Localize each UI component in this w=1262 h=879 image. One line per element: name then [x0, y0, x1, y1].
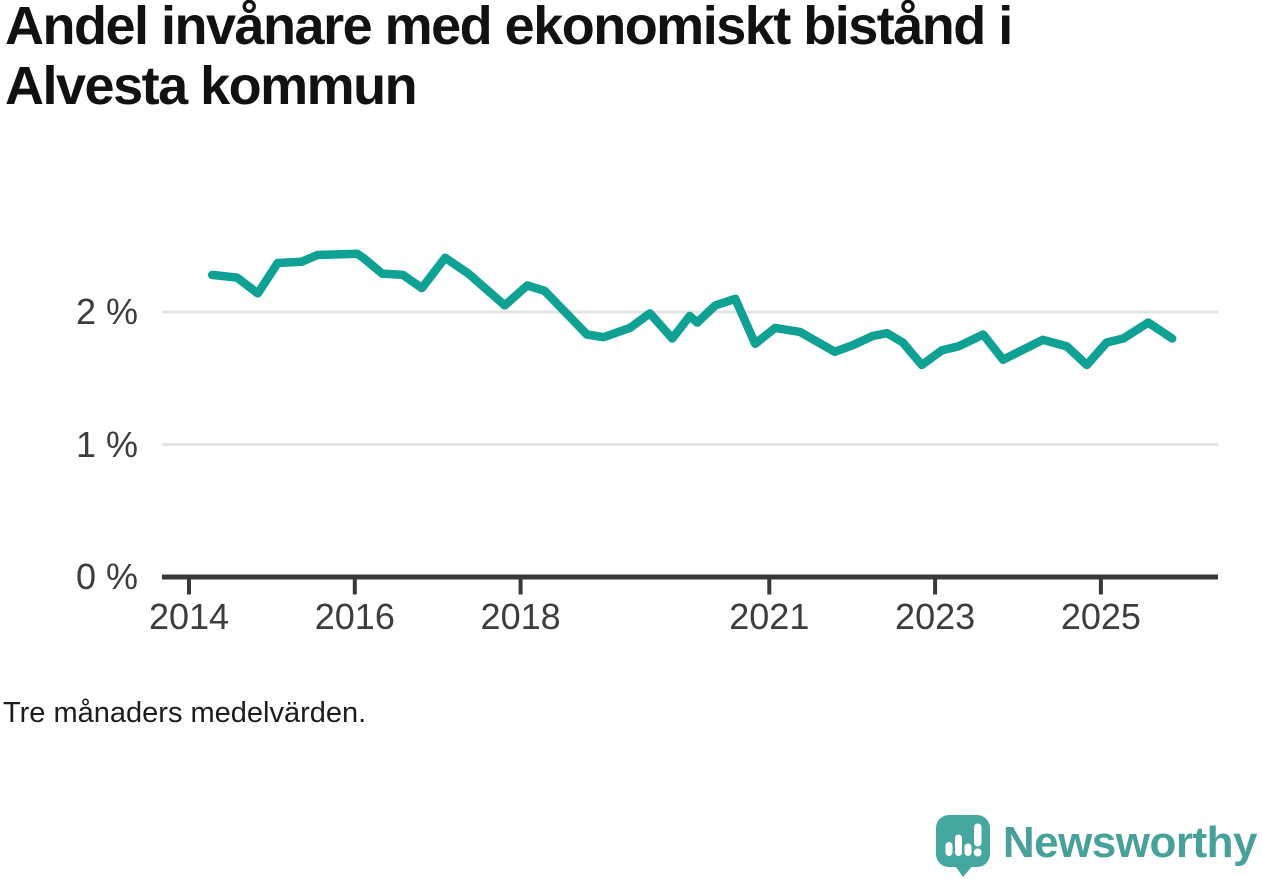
x-tick-label: 2014	[148, 596, 230, 637]
logo-exclamation-dot-icon	[973, 848, 982, 857]
y-tick-label: 2 %	[75, 291, 138, 332]
chart-title: Andel invånare med ekonomiskt bistånd i …	[5, 0, 1013, 116]
y-axis-labels: 0 % 1 % 2 %	[0, 0, 138, 700]
newsworthy-logo-icon	[935, 815, 990, 877]
speech-bubble-shape	[935, 815, 990, 877]
newsworthy-wordmark: Newsworthy	[1002, 818, 1258, 867]
logo-bar-small-icon	[945, 842, 953, 856]
y-tick-label: 0 %	[75, 556, 138, 597]
x-tick-label: 2023	[895, 596, 976, 637]
logo-bar-mid-icon	[964, 843, 972, 856]
logo-exclamation-stem-icon	[973, 823, 982, 847]
y-tick-label: 1 %	[75, 423, 138, 465]
x-tick-label: 2018	[480, 596, 561, 637]
x-tick-label: 2021	[729, 596, 810, 637]
logo-bar-tall-icon	[954, 834, 962, 856]
x-tick-label: 2016	[314, 596, 395, 637]
chart-footnote: Tre månaders medelvärden.	[3, 697, 367, 729]
data-line	[207, 249, 1177, 370]
newsworthy-logo: Newsworthy	[935, 815, 1258, 877]
x-tick-label: 2025	[1060, 596, 1141, 637]
x-axis-labels: 2014 2016 2018 2021 2023 2025	[148, 596, 1141, 637]
